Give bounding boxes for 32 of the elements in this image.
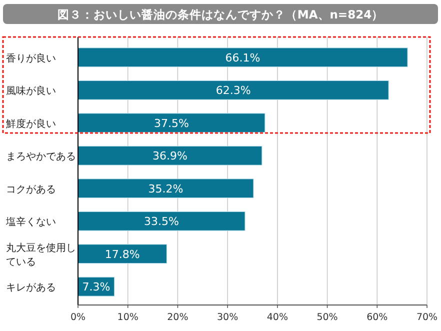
y-tick-label: キレがある xyxy=(6,282,56,294)
bar xyxy=(78,211,246,231)
bar xyxy=(78,48,408,68)
bar xyxy=(78,244,168,264)
y-tick-label: まろやかである xyxy=(6,152,76,163)
data-label: 7.3% xyxy=(82,280,110,294)
chart-title: 図３：おいしい醤油の条件はなんですか？（MA、n=824） xyxy=(57,8,384,22)
y-tick-label: 丸大豆を使用している xyxy=(6,242,76,268)
x-tick-label: 20% xyxy=(167,312,188,323)
x-tick-label: 50% xyxy=(316,312,338,323)
y-tick-label: 塩辛くない xyxy=(5,216,56,228)
bar xyxy=(78,178,254,198)
bar xyxy=(78,80,389,100)
x-tick-label: 70% xyxy=(416,312,438,323)
data-label: 37.5% xyxy=(154,116,189,130)
y-tick-label: 香りが良い xyxy=(6,52,56,64)
y-tick-label: 風味が良い xyxy=(6,85,56,98)
data-label: 36.9% xyxy=(152,150,188,163)
y-tick-label: コクがある xyxy=(6,184,56,196)
x-tick-label: 0% xyxy=(70,312,86,323)
data-label: 66.1% xyxy=(225,51,260,64)
bar xyxy=(78,146,262,166)
x-tick-label: 60% xyxy=(366,312,388,323)
data-label: 17.8% xyxy=(104,248,140,261)
data-label: 62.3% xyxy=(216,84,251,98)
y-tick-label: 鮮度が良い xyxy=(6,118,56,130)
data-label: 35.2% xyxy=(148,182,184,196)
bar xyxy=(78,113,266,133)
x-tick-label: 40% xyxy=(266,312,288,323)
x-tick-label: 10% xyxy=(117,312,138,323)
data-label: 33.5% xyxy=(144,215,179,228)
x-tick-label: 30% xyxy=(217,312,238,323)
